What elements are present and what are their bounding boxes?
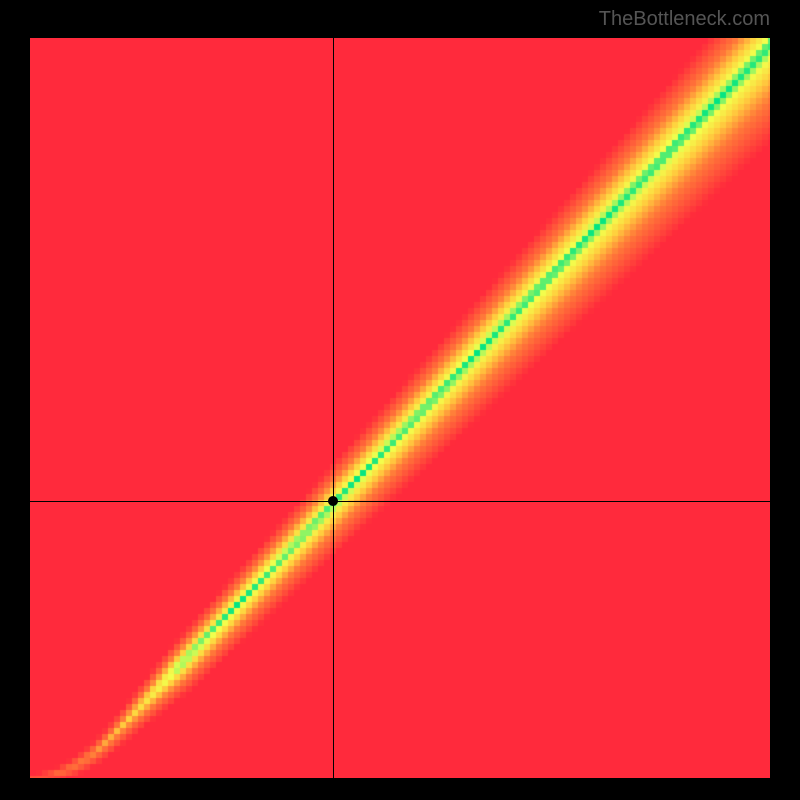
bottleneck-heatmap	[30, 38, 770, 778]
crosshair-marker	[328, 496, 338, 506]
crosshair-vertical	[333, 38, 334, 778]
crosshair-horizontal	[30, 501, 770, 502]
heatmap-canvas	[30, 38, 770, 778]
watermark-text: TheBottleneck.com	[599, 8, 770, 31]
